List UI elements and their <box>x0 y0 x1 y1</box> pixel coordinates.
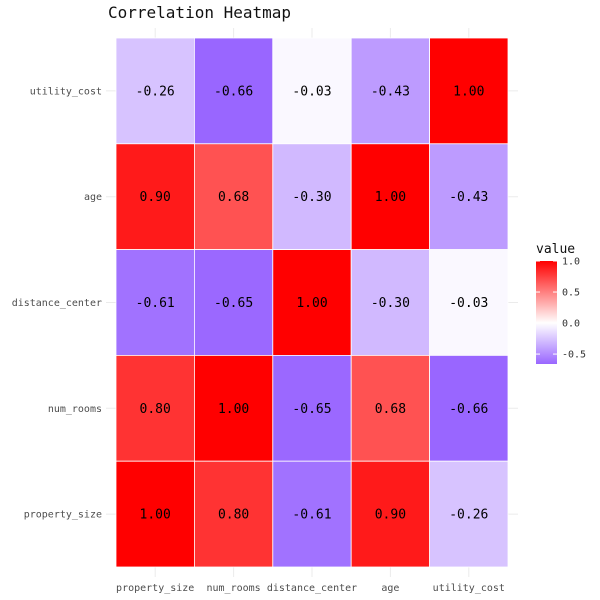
heatmap-cell-num_rooms-distance_center <box>272 354 352 462</box>
cell-value-label: -0.43 <box>449 190 488 205</box>
heatmap-cell-utility_cost-num_rooms <box>193 37 274 145</box>
y-tick-label: property_size <box>24 510 102 521</box>
heatmap-cells <box>115 37 509 568</box>
heatmap-cell-distance_center-distance_center <box>272 249 352 356</box>
x-tick-label: utility_cost <box>433 583 505 594</box>
color-legend: value 1.0 0.5 0.0 -0.5 <box>536 242 586 364</box>
heatmap-cell-utility_cost-utility_cost <box>429 37 509 145</box>
heatmap-cell-age-utility_cost <box>429 143 509 251</box>
heatmap-cell-age-property_size <box>115 143 195 251</box>
cell-value-label: 0.68 <box>218 190 249 205</box>
chart-title: Correlation Heatmap <box>108 3 291 22</box>
y-tick-label: distance_center <box>12 298 102 309</box>
heatmap-cell-num_rooms-age <box>350 354 431 462</box>
cell-value-label: -0.30 <box>371 296 410 311</box>
cell-value-label: 0.80 <box>218 508 249 523</box>
heatmap-cell-num_rooms-property_size <box>115 354 195 462</box>
cell-value-label: -0.66 <box>214 84 253 99</box>
cell-value-label: -0.43 <box>371 84 410 99</box>
cell-value-label: -0.65 <box>292 402 331 417</box>
cell-value-label: -0.66 <box>449 402 488 417</box>
x-tick-label: property_size <box>116 583 194 594</box>
cell-value-label: 0.68 <box>375 402 406 417</box>
heatmap-cell-num_rooms-utility_cost <box>429 354 509 462</box>
legend-tick-label: 0.5 <box>562 288 580 299</box>
legend-title: value <box>536 242 575 257</box>
x-tick-label: num_rooms <box>207 583 261 594</box>
x-axis-tick-labels: property_size num_rooms distance_center age… <box>116 583 505 594</box>
heatmap-cell-distance_center-num_rooms <box>193 249 274 356</box>
heatmap-cell-age-age <box>350 143 431 251</box>
heatmap-cell-distance_center-utility_cost <box>429 249 509 356</box>
heatmap-cell-utility_cost-age <box>350 37 431 145</box>
y-tick-label: num_rooms <box>48 404 102 415</box>
cell-value-label: -0.26 <box>449 508 488 523</box>
legend-colorbar <box>536 261 557 364</box>
cell-value-label: -0.26 <box>136 84 175 99</box>
cell-labels: -0.26 -0.66 -0.03 -0.43 1.00 0.90 0.68 -0.30 1.0… <box>136 84 489 522</box>
cell-value-label: 1.00 <box>218 402 249 417</box>
cell-value-label: -0.61 <box>136 296 175 311</box>
x-tick-label: age <box>381 583 399 594</box>
cell-value-label: 0.90 <box>140 190 171 205</box>
cell-value-label: 0.90 <box>375 508 406 523</box>
cell-value-label: 1.00 <box>453 84 484 99</box>
heatmap-cell-property_size-age <box>350 460 431 568</box>
cell-value-label: 1.00 <box>140 508 171 523</box>
heatmap-cell-property_size-distance_center <box>272 460 352 568</box>
legend-tick-label: 1.0 <box>562 257 580 268</box>
heatmap-cell-age-num_rooms <box>193 143 274 251</box>
cell-value-label: -0.30 <box>292 190 331 205</box>
cell-value-label: 1.00 <box>296 296 327 311</box>
cell-value-label: -0.61 <box>292 508 331 523</box>
cell-value-label: 0.80 <box>140 402 171 417</box>
heatmap-cell-property_size-num_rooms <box>193 460 274 568</box>
cell-value-label: -0.65 <box>214 296 253 311</box>
heatmap-cell-property_size-property_size <box>115 460 195 568</box>
cell-value-label: 1.00 <box>375 190 406 205</box>
cell-value-label: -0.03 <box>292 84 331 99</box>
cell-value-label: -0.03 <box>449 296 488 311</box>
heatmap-cell-distance_center-property_size <box>115 249 195 356</box>
heatmap-cell-age-distance_center <box>272 143 352 251</box>
y-tick-label: utility_cost <box>30 86 102 97</box>
heatmap-cell-distance_center-age <box>350 249 431 356</box>
y-tick-label: age <box>84 192 102 203</box>
legend-tick-label: -0.5 <box>562 350 586 361</box>
legend-tick-label: 0.0 <box>562 319 580 330</box>
heatmap-cell-property_size-utility_cost <box>429 460 509 568</box>
x-tick-label: distance_center <box>267 583 357 594</box>
